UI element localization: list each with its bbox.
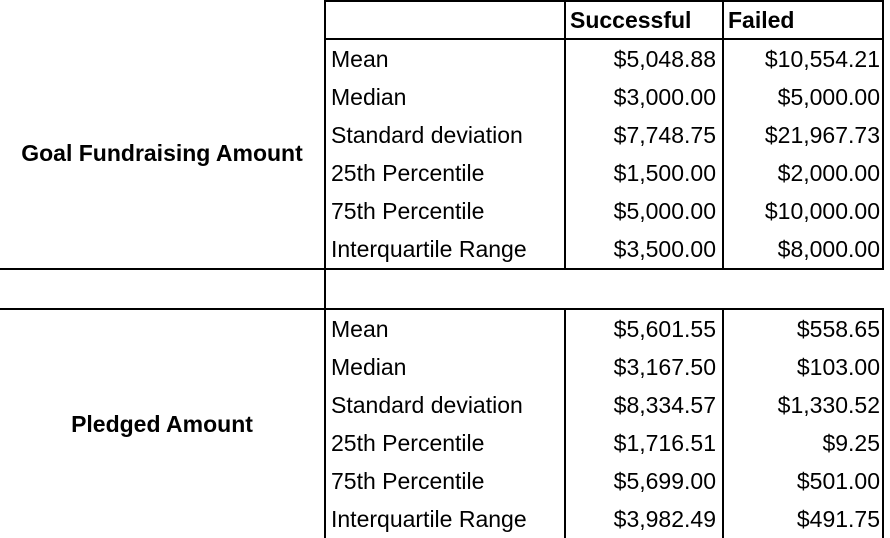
successful-value[interactable]: $3,167.50 (565, 348, 724, 386)
successful-value[interactable]: $1,500.00 (565, 154, 724, 192)
failed-value[interactable]: $2,000.00 (723, 154, 884, 192)
header-row: Successful Failed (0, 0, 884, 40)
spacer-row (0, 268, 883, 310)
failed-value[interactable]: $103.00 (723, 348, 884, 386)
table-row: Standard deviation $7,748.75 $21,967.73 (0, 116, 884, 154)
failed-value[interactable]: $501.00 (723, 462, 884, 500)
group-label-pledged[interactable]: Pledged Amount (0, 308, 326, 538)
successful-value[interactable]: $3,500.00 (565, 230, 724, 270)
successful-value[interactable]: $7,748.75 (565, 116, 724, 154)
stat-label[interactable]: Median (325, 348, 566, 386)
stat-label[interactable]: Standard deviation (325, 386, 566, 424)
successful-value[interactable]: $5,000.00 (565, 192, 724, 230)
stat-label[interactable]: Mean (325, 39, 566, 78)
successful-value[interactable]: $5,048.88 (565, 39, 724, 78)
successful-value[interactable]: $3,982.49 (565, 500, 724, 538)
successful-value[interactable]: $8,334.57 (565, 386, 724, 424)
failed-value[interactable]: $491.75 (723, 500, 884, 538)
stat-label[interactable]: Median (325, 78, 566, 116)
empty-cell[interactable] (0, 268, 326, 310)
failed-value[interactable]: $21,967.73 (723, 116, 884, 154)
header-successful[interactable]: Successful (565, 0, 724, 40)
table-row: Interquartile Range $3,500.00 $8,000.00 (0, 230, 884, 270)
header-failed[interactable]: Failed (723, 0, 884, 40)
successful-value[interactable]: $5,601.55 (565, 309, 724, 348)
table-row: 75th Percentile $5,699.00 $501.00 (0, 462, 884, 500)
failed-value[interactable]: $9.25 (723, 424, 884, 462)
table-row: Goal Fundraising Amount Mean $5,048.88 $… (0, 39, 884, 270)
successful-value[interactable]: $5,699.00 (565, 462, 724, 500)
successful-value[interactable]: $3,000.00 (565, 78, 724, 116)
stat-label[interactable]: 25th Percentile (325, 424, 566, 462)
stat-label[interactable]: Interquartile Range (325, 230, 566, 270)
table-row: Pledged Amount Mean $5,601.55 $558.65 (0, 308, 884, 538)
table-row: Median $3,167.50 $103.00 (0, 348, 884, 386)
stat-label[interactable]: Mean (325, 309, 566, 348)
failed-value[interactable]: $558.65 (723, 309, 884, 348)
stat-label[interactable]: 75th Percentile (325, 462, 566, 500)
failed-value[interactable]: $1,330.52 (723, 386, 884, 424)
header-blank-cell[interactable] (325, 0, 566, 40)
table-row: 75th Percentile $5,000.00 $10,000.00 (0, 192, 884, 230)
table-row: Standard deviation $8,334.57 $1,330.52 (0, 386, 884, 424)
failed-value[interactable]: $10,554.21 (723, 39, 884, 78)
stat-label[interactable]: 75th Percentile (325, 192, 566, 230)
stat-label[interactable]: Interquartile Range (325, 500, 566, 538)
failed-value[interactable]: $5,000.00 (723, 78, 884, 116)
stat-label[interactable]: Standard deviation (325, 116, 566, 154)
group-label-goal[interactable]: Goal Fundraising Amount (0, 39, 326, 270)
failed-value[interactable]: $8,000.00 (723, 230, 884, 270)
table-row: 25th Percentile $1,716.51 $9.25 (0, 424, 884, 462)
table-row: Median $3,000.00 $5,000.00 (0, 78, 884, 116)
failed-value[interactable]: $10,000.00 (723, 192, 884, 230)
empty-cell[interactable] (325, 269, 883, 310)
table-row: 25th Percentile $1,500.00 $2,000.00 (0, 154, 884, 192)
header-corner-cell[interactable] (0, 1, 326, 39)
stat-label[interactable]: 25th Percentile (325, 154, 566, 192)
successful-value[interactable]: $1,716.51 (565, 424, 724, 462)
